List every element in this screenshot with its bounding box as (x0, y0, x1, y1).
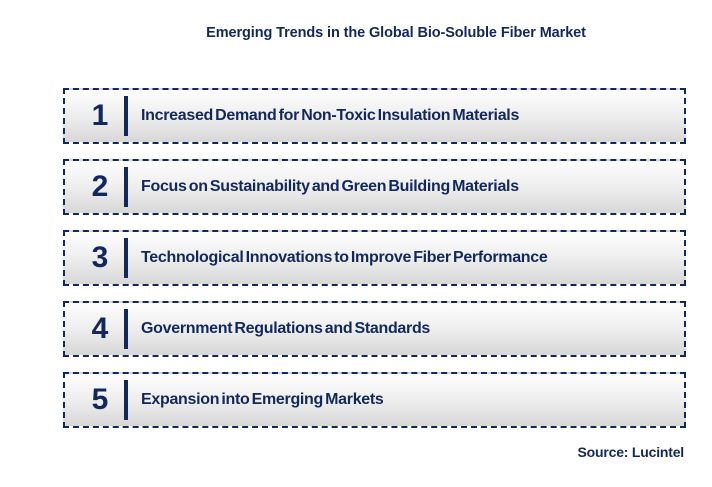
trend-number: 3 (91, 241, 109, 274)
trend-number: 2 (91, 170, 109, 203)
trend-list: 1 Increased Demand for Non-Toxic Insulat… (63, 88, 686, 443)
trend-label: Increased Demand for Non-Toxic Insulatio… (141, 107, 520, 124)
trend-label: Technological Innovations to Improve Fib… (141, 249, 548, 266)
divider-bar (124, 238, 128, 278)
trend-row-4: 4 Government Regulations and Standards (63, 301, 686, 357)
trend-label: Expansion into Emerging Markets (141, 391, 384, 408)
trend-row-1: 1 Increased Demand for Non-Toxic Insulat… (63, 88, 686, 144)
trend-row-5: 5 Expansion into Emerging Markets (63, 372, 686, 428)
trend-label: Government Regulations and Standards (141, 320, 431, 337)
trend-number: 4 (91, 312, 109, 345)
page-title: Emerging Trends in the Global Bio-Solubl… (206, 25, 586, 41)
divider-bar (124, 167, 128, 207)
trend-number: 1 (91, 99, 109, 132)
divider-bar (124, 309, 128, 349)
trend-row-3: 3 Technological Innovations to Improve F… (63, 230, 686, 286)
trend-row-2: 2 Focus on Sustainability and Green Buil… (63, 159, 686, 215)
trend-label: Focus on Sustainability and Green Buildi… (141, 178, 519, 195)
divider-bar (124, 380, 128, 420)
divider-bar (124, 96, 128, 136)
trend-number: 5 (91, 383, 109, 416)
source-credit: Source: Lucintel (577, 444, 685, 460)
